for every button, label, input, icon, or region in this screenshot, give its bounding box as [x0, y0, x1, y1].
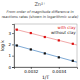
- marks: [14, 29, 77, 63]
- point: [44, 36, 46, 38]
- y-axis: 0 1 2 3: [8, 25, 14, 70]
- x-tick-label: 0.0032: [24, 69, 38, 74]
- y-tick: 3: [8, 31, 14, 36]
- y-tick-mark: [12, 56, 14, 57]
- point: [72, 60, 74, 62]
- y-tick: 0: [8, 65, 14, 70]
- x-tick: 0.0034: [52, 67, 66, 74]
- y-tick-mark: [12, 67, 14, 68]
- y-axis-title: log k: [0, 40, 5, 51]
- x-tick-label: 0.0034: [52, 69, 66, 74]
- point: [58, 39, 60, 41]
- x-axis: 0.0032 0.0034: [15, 67, 78, 74]
- y-tick: 2: [8, 42, 14, 47]
- title-line: From order of magnitude difference in: [6, 10, 73, 14]
- annotation: Zn²⁺: [34, 1, 46, 7]
- y-tick-mark: [12, 44, 14, 45]
- point: [16, 44, 18, 46]
- point: [44, 52, 46, 54]
- y-tick: 1: [8, 53, 14, 58]
- fit-line: [14, 29, 77, 45]
- title: From order of magnitude difference inrea…: [2, 10, 79, 19]
- point: [16, 29, 18, 31]
- point: [30, 32, 32, 34]
- chart: Zn²⁺ From order of magnitude difference i…: [0, 0, 80, 80]
- legend-entry: without clay: [51, 30, 76, 35]
- point: [72, 43, 74, 45]
- point: [30, 48, 32, 50]
- y-tick-label: 1: [8, 53, 11, 58]
- y-tick-label: 3: [8, 31, 11, 36]
- fit-line: [14, 45, 77, 62]
- point: [58, 56, 60, 58]
- title-line: reactions rates (shown in logarithmic sc…: [2, 15, 79, 19]
- y-tick-label: 0: [8, 65, 11, 70]
- plot: 0.0032 0.0034 0 1 2 3 with claywithout clay: [8, 24, 77, 74]
- y-axis-line: [12, 25, 15, 68]
- x-tick: 0.0032: [24, 67, 38, 74]
- legend: with claywithout clay: [51, 25, 76, 35]
- plot-frame: [14, 24, 77, 67]
- x-axis-title: 1/T: [42, 75, 49, 80]
- y-tick-label: 2: [8, 42, 11, 47]
- y-tick-mark: [12, 33, 14, 34]
